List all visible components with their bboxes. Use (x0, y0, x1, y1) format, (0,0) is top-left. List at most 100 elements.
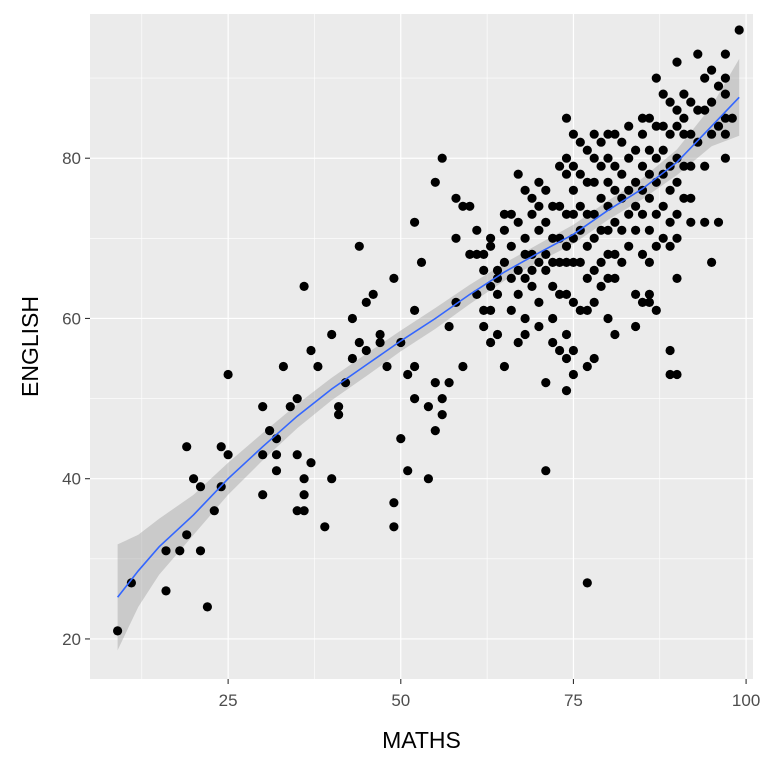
data-point (603, 129, 613, 139)
data-point (486, 241, 496, 251)
data-point (617, 225, 627, 235)
data-point (548, 281, 558, 291)
data-point (651, 209, 661, 219)
data-point (555, 289, 565, 299)
data-point (644, 113, 655, 123)
data-point (258, 402, 268, 412)
data-point (679, 193, 689, 203)
data-point (334, 402, 344, 412)
data-point (637, 161, 648, 171)
y-tick-label: 40 (62, 470, 81, 489)
data-point (327, 474, 337, 484)
data-point (389, 498, 399, 508)
data-point (534, 225, 544, 235)
data-point (644, 193, 655, 203)
data-point (575, 305, 585, 315)
data-point (561, 241, 572, 251)
data-point (658, 145, 668, 155)
data-point (513, 169, 523, 179)
data-point (610, 217, 620, 227)
data-point (534, 257, 544, 267)
data-point (693, 105, 703, 115)
data-point (499, 361, 509, 372)
data-point (644, 257, 655, 267)
data-point (479, 265, 489, 275)
data-point (561, 169, 572, 179)
data-point (437, 153, 447, 163)
data-point (700, 73, 710, 83)
data-point (458, 361, 468, 372)
data-point (575, 201, 585, 211)
data-point (589, 265, 599, 275)
data-point (672, 209, 682, 219)
data-point (603, 225, 613, 235)
data-point (603, 273, 613, 283)
data-point (672, 57, 682, 67)
data-point (644, 225, 655, 235)
data-point (596, 225, 606, 235)
data-point (451, 233, 461, 243)
data-point (617, 257, 627, 267)
data-point (637, 113, 648, 123)
data-point (458, 201, 468, 211)
data-point (499, 225, 509, 235)
data-point (368, 289, 378, 299)
data-point (568, 129, 579, 139)
data-point (292, 450, 302, 460)
data-point (686, 193, 696, 203)
data-point (299, 490, 309, 500)
data-point (223, 369, 233, 380)
data-point (561, 386, 572, 396)
data-point (195, 482, 206, 492)
data-point (520, 273, 530, 283)
data-point (499, 257, 509, 267)
data-point (423, 474, 433, 484)
data-point (534, 297, 544, 307)
data-point (292, 394, 302, 404)
data-point (285, 402, 295, 412)
data-point (513, 289, 523, 299)
data-point (527, 281, 537, 291)
data-point (513, 337, 523, 348)
data-point (672, 233, 682, 243)
data-point (479, 249, 489, 259)
data-point (113, 626, 123, 636)
data-point (410, 217, 420, 227)
x-tick-label: 25 (219, 691, 238, 710)
y-axis-title: ENGLISH (17, 296, 43, 397)
data-point (499, 209, 509, 219)
data-point (561, 153, 572, 163)
data-point (175, 546, 185, 556)
data-point (637, 297, 648, 307)
y-tick-label: 80 (62, 149, 81, 168)
data-point (644, 297, 655, 307)
data-point (665, 185, 675, 195)
data-point (182, 530, 192, 540)
data-point (527, 265, 537, 275)
data-point (354, 241, 364, 251)
data-point (658, 89, 668, 99)
data-point (720, 49, 731, 59)
data-point (720, 129, 731, 139)
data-point (506, 241, 516, 251)
data-point (610, 249, 620, 259)
data-point (271, 466, 282, 476)
data-point (265, 426, 275, 436)
data-point (665, 345, 675, 356)
data-point (603, 153, 613, 163)
data-point (707, 65, 717, 75)
data-point (700, 217, 710, 227)
data-point (306, 345, 316, 356)
data-point (651, 153, 661, 163)
data-point (541, 265, 551, 275)
data-point (423, 402, 433, 412)
data-point (361, 297, 371, 307)
x-tick-label: 50 (391, 691, 410, 710)
data-point (575, 137, 585, 147)
data-point (617, 137, 627, 147)
data-point (589, 297, 599, 307)
data-point (686, 129, 696, 139)
data-point (195, 546, 206, 556)
data-point (672, 369, 682, 380)
data-point (679, 161, 689, 171)
